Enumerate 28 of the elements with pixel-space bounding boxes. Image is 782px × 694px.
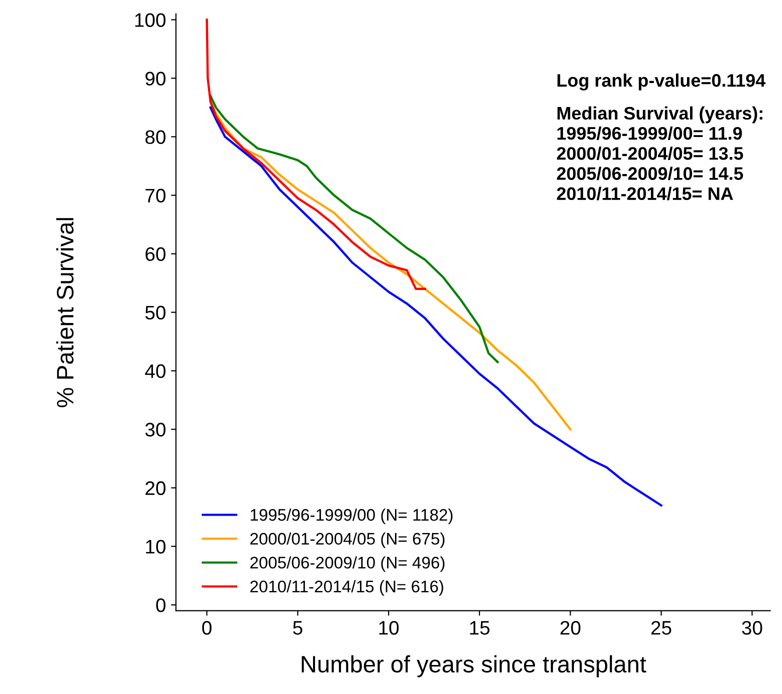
- y-tick-label: 70: [146, 188, 166, 203]
- x-tick-label: 5: [293, 621, 302, 635]
- y-tick-label: 10: [146, 540, 166, 554]
- legend-label: 1995/96-1999/00 (N= 1182): [250, 508, 452, 524]
- x-tick-label: 25: [651, 620, 672, 635]
- line-series: [209, 94, 499, 364]
- y-tick-label: 50: [145, 306, 166, 320]
- y-tick-label: 40: [145, 364, 166, 378]
- y-tick-label: 90: [146, 72, 166, 86]
- x-tick-label: 20: [560, 620, 580, 635]
- y-tick-label: 80: [145, 130, 166, 144]
- x-tick-label: 0: [202, 620, 212, 635]
- x-axis-title: Number of years since transplant: [302, 655, 646, 678]
- annotation: Log rank p-value=0.1194: [558, 74, 766, 90]
- y-tick-label: 30: [145, 422, 166, 437]
- x-tick-label: 30: [742, 620, 762, 635]
- legend-label: 2010/11-2014/15 (N= 616): [250, 580, 444, 596]
- y-tick-label: 60: [146, 247, 166, 262]
- y-tick-label: 100: [135, 13, 166, 27]
- line-series: [206, 18, 426, 290]
- y-tick-label: 20: [146, 481, 166, 496]
- legend-label: 2005/06-2009/10 (N= 496): [250, 556, 444, 572]
- x-tick-label: 10: [379, 620, 399, 635]
- y-axis-title: % Patient Survival: [56, 218, 74, 408]
- x-tick-label: 15: [470, 621, 490, 635]
- y-tick-label: 0: [156, 598, 166, 612]
- legend-label: 2000/01-2004/05 (N= 675): [250, 532, 444, 548]
- annotation: Median Survival (years): 1995/96-1999/00= 11.9 2000/01-2004/05= 13.5 2005/06-2009/10= 14.5 2010/11-2014/15= NA: [556, 106, 762, 200]
